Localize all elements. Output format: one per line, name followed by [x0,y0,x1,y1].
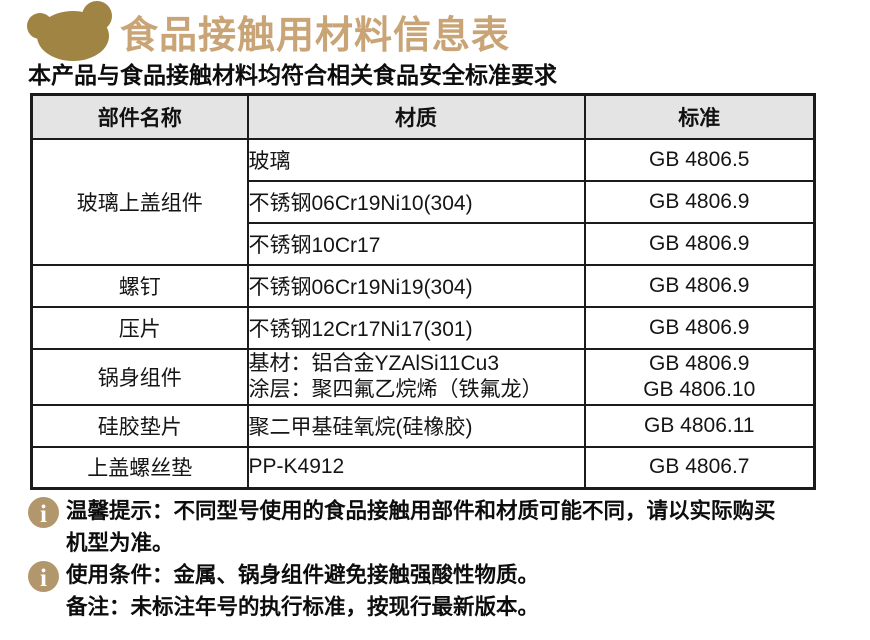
note-line: 备注：未标注年号的执行标准，按现行最新版本。 [66,595,540,619]
note-line: 机型为准。 [66,531,174,555]
table-row: 压片 不锈钢12Cr17Ni17(301) GB 4806.9 [30,306,816,350]
material-line: 涂层：聚四氟乙烷烯（铁氟龙） [248,378,543,401]
materials-table: 部件名称 材质 标准 玻璃上盖组件 玻璃 GB 4806.5 不锈钢06Cr19… [30,93,816,490]
standard-line: GB 4806.10 [643,378,756,401]
column-header-standard: 标准 [583,93,816,140]
note-text: 使用条件：金属、锅身组件避免接触强酸性物质。 备注：未标注年号的执行标准，按现行… [66,559,539,623]
material-cell: 不锈钢06Cr19Ni19(304) [246,264,586,308]
material-cell: 不锈钢06Cr19Ni10(304) [246,180,586,224]
part-cell: 压片 [30,306,249,350]
info-icon-glyph: i [40,565,47,592]
table-row: 锅身组件 基材：铝合金YZAlSi11Cu3 涂层：聚四氟乙烷烯（铁氟龙） GB… [30,348,816,406]
standard-cell: GB 4806.5 [583,138,816,182]
table-row: 硅胶垫片 聚二甲基硅氧烷(硅橡胶) GB 4806.11 [30,404,816,448]
table-row: 螺钉 不锈钢06Cr19Ni19(304) GB 4806.9 [30,264,816,308]
part-cell: 螺钉 [30,264,249,308]
part-cell: 硅胶垫片 [30,404,249,448]
standard-cell: GB 4806.11 [583,404,816,448]
part-cell: 锅身组件 [30,348,249,406]
standard-cell: GB 4806.9 [583,222,816,266]
standard-line: GB 4806.9 [649,352,750,375]
bear-icon [27,1,112,61]
material-cell: 聚二甲基硅氧烷(硅橡胶) [246,404,586,448]
part-cell: 玻璃上盖组件 [30,138,249,266]
table-row: 不锈钢06Cr19Ni10(304) GB 4806.9 [32,180,816,224]
table-row: 不锈钢10Cr17 GB 4806.9 [32,222,816,266]
note-tip: i 温馨提示：不同型号使用的食品接触用部件和材质可能不同，请以实际购买 机型为准… [28,495,840,559]
info-icon-circle [28,561,59,592]
column-header-part: 部件名称 [30,93,249,140]
info-icon-glyph: i [40,501,47,528]
info-icon: i [28,497,59,528]
material-cell: 不锈钢12Cr17Ni17(301) [246,306,586,350]
standard-cell: GB 4806.9 [583,180,816,224]
note-usage: i 使用条件：金属、锅身组件避免接触强酸性物质。 备注：未标注年号的执行标准，按… [28,559,840,623]
table-header-row: 部件名称 材质 标准 [30,93,816,140]
standard-cell: GB 4806.9 [583,264,816,308]
material-line: 基材：铝合金YZAlSi11Cu3 [248,352,500,375]
page-subtitle: 本产品与食品接触材料均符合相关食品安全标准要求 [28,62,557,88]
part-cell: 上盖螺丝垫 [30,446,249,489]
column-header-material: 材质 [246,93,586,140]
standard-cell: GB 4806.9 [583,306,816,350]
note-line: 使用条件：金属、锅身组件避免接触强酸性物质。 [66,563,540,587]
table-row: 玻璃上盖组件 玻璃 GB 4806.5 [30,138,816,266]
note-text: 温馨提示：不同型号使用的食品接触用部件和材质可能不同，请以实际购买 机型为准。 [66,495,776,559]
material-cell: 基材：铝合金YZAlSi11Cu3 涂层：聚四氟乙烷烯（铁氟龙） [246,348,586,406]
standard-cell: GB 4806.7 [583,446,816,489]
note-line: 温馨提示：不同型号使用的食品接触用部件和材质可能不同，请以实际购买 [66,499,776,523]
table-row: 上盖螺丝垫 PP-K4912 GB 4806.7 [30,446,816,489]
info-icon-circle [28,497,59,528]
standard-cell: GB 4806.9 GB 4806.10 [583,348,816,406]
page-title: 食品接触用材料信息表 [120,15,511,57]
bear-head [37,11,109,61]
material-cell: 不锈钢10Cr17 [246,222,586,266]
material-cell: PP-K4912 [246,446,586,489]
material-cell: 玻璃 [246,138,586,182]
info-icon: i [28,561,59,592]
